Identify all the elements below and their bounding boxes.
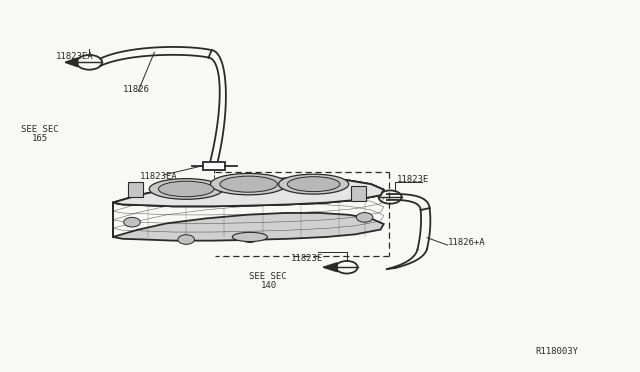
Ellipse shape — [278, 174, 349, 194]
Text: R118003Y: R118003Y — [536, 347, 579, 356]
Ellipse shape — [149, 179, 223, 199]
FancyBboxPatch shape — [351, 186, 366, 201]
Ellipse shape — [287, 177, 340, 192]
Text: 165: 165 — [32, 134, 48, 143]
Circle shape — [178, 235, 195, 244]
Polygon shape — [113, 179, 384, 206]
Text: 11823E: 11823E — [291, 254, 324, 263]
Polygon shape — [323, 263, 337, 272]
Text: SEE SEC: SEE SEC — [248, 272, 286, 281]
Ellipse shape — [220, 176, 277, 192]
Text: SEE SEC: SEE SEC — [20, 125, 58, 134]
Polygon shape — [113, 179, 384, 241]
Ellipse shape — [211, 173, 287, 195]
Bar — [203, 161, 225, 170]
FancyBboxPatch shape — [127, 182, 143, 198]
Polygon shape — [65, 58, 78, 67]
Circle shape — [356, 212, 373, 222]
Text: 11826+A: 11826+A — [447, 238, 485, 247]
Ellipse shape — [159, 181, 214, 197]
Polygon shape — [113, 179, 384, 206]
Text: 11826: 11826 — [122, 85, 149, 94]
Text: 11823EA: 11823EA — [56, 52, 93, 61]
Circle shape — [124, 217, 140, 227]
Text: 11823E: 11823E — [396, 174, 429, 183]
Text: 140: 140 — [260, 280, 277, 289]
Text: 11823EA: 11823EA — [140, 171, 178, 181]
Ellipse shape — [232, 232, 268, 241]
Circle shape — [242, 233, 258, 243]
